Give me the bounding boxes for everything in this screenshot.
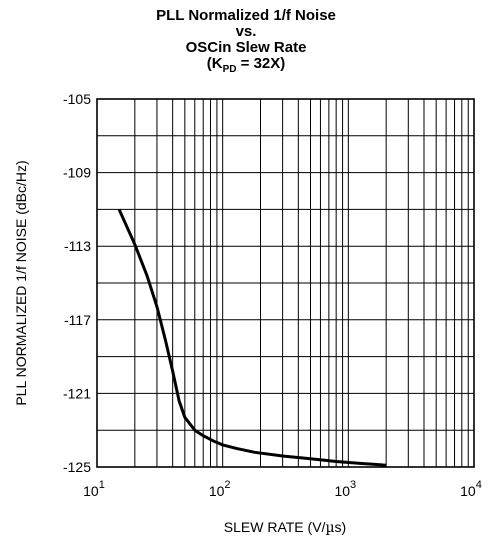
y-tick-label: -121 (63, 385, 91, 401)
x-tick-base: 10 (83, 483, 99, 499)
title-kpd-prefix: (K (206, 55, 223, 72)
x-tick-base: 10 (334, 483, 350, 499)
x-tick-exponent: 4 (476, 479, 482, 491)
y-tick-label: -109 (63, 165, 91, 181)
x-tick-base: 10 (460, 483, 476, 499)
series-line (117, 208, 387, 467)
x-tick-exponent: 1 (99, 479, 105, 491)
x-tick-label: 102 (209, 479, 231, 499)
grid (97, 99, 474, 467)
title-kpd-sub: PD (222, 64, 237, 75)
x-tick-label: 104 (460, 479, 482, 499)
y-tick-label: -105 (63, 91, 91, 107)
x-tick-exponent: 3 (350, 479, 356, 491)
plot-frame (96, 98, 475, 468)
y-tick-label: -125 (63, 459, 91, 475)
title-kpd-suffix: = 32X) (236, 55, 286, 72)
x-tick-labels: 101 102 103 104 (83, 479, 482, 499)
y-tick-label: -117 (64, 312, 91, 328)
chart-title-line-1: PLL Normalized 1/f Noise (156, 7, 336, 24)
x-axis-label-prefix: SLEW RATE (V/ (224, 519, 326, 535)
chart-title: PLL Normalized 1/f Noise vs. OSCin Slew … (0, 8, 492, 78)
y-tick-labels: -105 -109 -113 -117 -121 -125 (63, 91, 91, 475)
chart-title-line-4: (KPD = 32X) (0, 56, 492, 78)
x-tick-label: 101 (83, 479, 105, 499)
x-axis-label: SLEW RATE (V/µs) (224, 519, 346, 536)
chart-title-line-2: vs. (235, 23, 257, 40)
x-axis-label-suffix: s) (335, 519, 347, 535)
x-tick-label: 103 (334, 479, 356, 499)
x-tick-exponent: 2 (224, 479, 230, 491)
y-tick-label: -113 (64, 238, 91, 254)
x-tick-base: 10 (209, 483, 225, 499)
chart-title-line-3: OSCin Slew Rate (185, 39, 307, 56)
x-axis-label-mu: µ (325, 520, 334, 536)
y-axis-label: PLL NORMALIZED 1/f NOISE (dBc/Hz) (13, 160, 29, 405)
